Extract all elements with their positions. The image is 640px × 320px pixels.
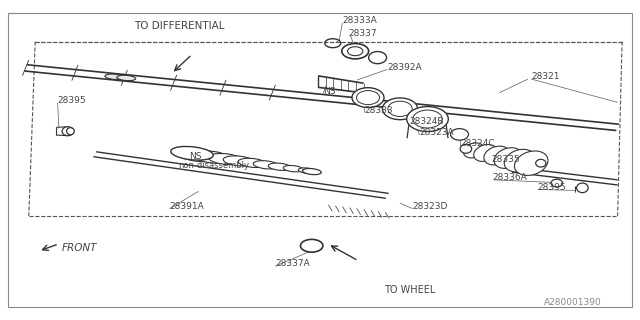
Text: 28392A: 28392A: [387, 63, 422, 72]
Ellipse shape: [268, 163, 291, 171]
Ellipse shape: [208, 154, 243, 164]
Ellipse shape: [451, 129, 468, 140]
Text: 28337A: 28337A: [275, 260, 310, 268]
Text: NS: NS: [323, 87, 336, 96]
Ellipse shape: [515, 151, 548, 175]
Ellipse shape: [171, 147, 213, 160]
Text: 28323D: 28323D: [413, 202, 448, 211]
Text: 28391A: 28391A: [170, 202, 204, 211]
Ellipse shape: [298, 168, 315, 173]
Ellipse shape: [284, 165, 303, 172]
Text: FRONT: FRONT: [61, 243, 97, 253]
Text: TO DIFFERENTIAL: TO DIFFERENTIAL: [134, 20, 225, 31]
Ellipse shape: [342, 44, 369, 59]
Text: 28323A: 28323A: [419, 128, 454, 137]
Ellipse shape: [494, 148, 522, 168]
Ellipse shape: [303, 169, 321, 175]
Ellipse shape: [577, 183, 588, 193]
Text: 28324C: 28324C: [461, 140, 495, 148]
Text: non-disassembly: non-disassembly: [178, 161, 249, 170]
Ellipse shape: [484, 146, 509, 165]
Text: NS: NS: [189, 152, 202, 161]
Text: A280001390: A280001390: [544, 298, 602, 307]
Text: 28336A: 28336A: [493, 173, 527, 182]
Ellipse shape: [551, 179, 563, 187]
Text: 28335: 28335: [492, 156, 520, 164]
Text: 28333: 28333: [365, 106, 394, 115]
Ellipse shape: [460, 144, 472, 153]
Ellipse shape: [536, 159, 546, 167]
Ellipse shape: [178, 149, 219, 162]
Text: 28337: 28337: [349, 29, 378, 38]
Ellipse shape: [348, 47, 363, 56]
Ellipse shape: [369, 52, 387, 64]
Ellipse shape: [238, 158, 267, 168]
Ellipse shape: [407, 107, 449, 132]
Ellipse shape: [105, 74, 124, 79]
Ellipse shape: [474, 145, 497, 161]
Text: 28333A: 28333A: [342, 16, 377, 25]
Ellipse shape: [504, 149, 535, 172]
Ellipse shape: [352, 88, 384, 108]
Ellipse shape: [62, 127, 74, 136]
Text: 28321: 28321: [531, 72, 560, 81]
Ellipse shape: [223, 156, 255, 166]
Text: 28395: 28395: [538, 183, 566, 192]
Ellipse shape: [67, 128, 74, 135]
Ellipse shape: [253, 161, 279, 169]
Ellipse shape: [463, 143, 484, 158]
Text: 28395: 28395: [58, 96, 86, 105]
Ellipse shape: [193, 151, 231, 163]
Ellipse shape: [116, 75, 136, 81]
Text: TO WHEEL: TO WHEEL: [384, 284, 435, 295]
Ellipse shape: [383, 98, 418, 120]
Text: 28324B: 28324B: [410, 117, 444, 126]
